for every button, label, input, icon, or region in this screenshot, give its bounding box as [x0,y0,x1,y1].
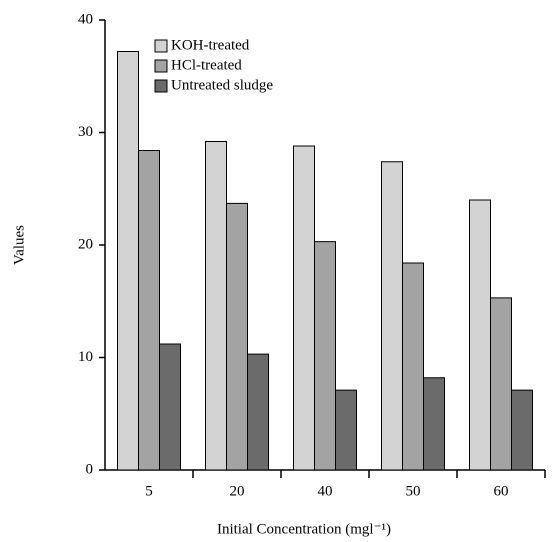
bar [205,141,227,471]
y-tick-label: 0 [86,461,94,477]
legend-swatch [154,59,168,73]
y-axis-label: Values [11,225,27,265]
bar [469,199,491,471]
bar [335,389,357,471]
bar [138,150,160,471]
bar [293,145,315,471]
legend-label: KOH-treated [171,37,250,53]
y-tick-label: 20 [78,236,93,252]
y-tick-label: 30 [78,124,93,140]
y-tick-label: 10 [78,349,93,365]
bar [117,51,139,471]
legend-label: Untreated sludge [171,77,273,93]
bar [247,353,269,471]
x-tick-label: 20 [230,483,245,499]
x-tick-label: 60 [494,483,509,499]
legend-swatch [154,79,168,93]
bar [423,377,445,471]
x-tick-label: 50 [406,483,421,499]
bar [226,202,248,471]
x-tick-label: 40 [318,483,333,499]
x-axis-label: Initial Concentration (mgl⁻¹) [217,521,391,537]
legend-swatch [154,39,168,53]
x-tick-label: 5 [145,483,153,499]
bar [159,343,181,471]
y-tick-label: 40 [78,11,93,27]
bar [511,389,533,471]
bar [314,241,336,471]
bar [402,262,424,471]
legend-label: HCl-treated [171,57,242,73]
bar [381,161,403,471]
bar [490,297,512,471]
